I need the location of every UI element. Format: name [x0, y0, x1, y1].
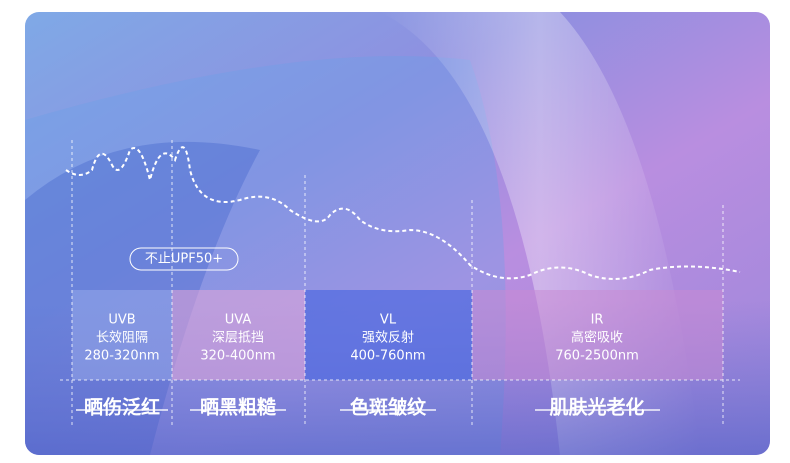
band-range: 320-400nm [200, 349, 275, 364]
band-desc: 长效阻隔 [96, 331, 148, 346]
band-uva: UVA 深层抵挡 320-400nm 晒黑粗糙 [200, 313, 276, 419]
band-desc: 强效反射 [362, 330, 414, 346]
band-name: UVB [108, 313, 135, 328]
band-vl: VL 强效反射 400-760nm 色斑皱纹 [350, 313, 427, 419]
band-effect: 晒伤泛红 [84, 396, 160, 419]
band-range: 760-2500nm [555, 349, 639, 364]
band-effect: 色斑皱纹 [350, 396, 427, 419]
card: 不止UPF50+ UVB 长效阻隔 280-320nm 晒伤泛红 UVA 深层抵… [25, 12, 770, 455]
badge-frame [129, 247, 239, 271]
band-name: VL [380, 313, 397, 328]
badge: 不止UPF50+ [145, 252, 223, 267]
band-desc: 高密吸收 [571, 330, 623, 346]
band-range: 400-760nm [350, 349, 425, 364]
band-effect: 晒黑粗糙 [200, 396, 276, 419]
band-ir: IR 高密吸收 760-2500nm 肌肤光老化 [549, 313, 644, 419]
band-desc: 深层抵挡 [212, 331, 264, 346]
band-effect: 肌肤光老化 [549, 396, 644, 419]
band-uvb: UVB 长效阻隔 280-320nm 晒伤泛红 [84, 313, 160, 419]
band-name: UVA [225, 313, 252, 328]
band-range: 280-320nm [84, 349, 159, 364]
band-name: IR [591, 313, 604, 328]
